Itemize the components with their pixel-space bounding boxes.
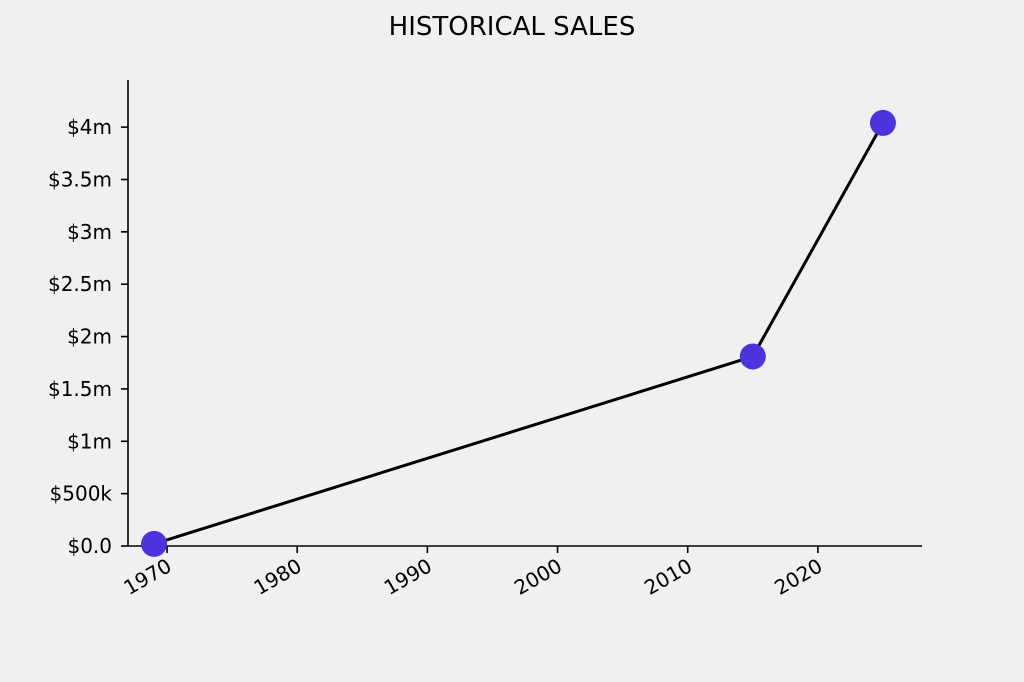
x-tick-label: 1970 — [119, 554, 175, 600]
x-tick-label: 1990 — [380, 554, 436, 600]
x-axis-ticks: 1970 1980 1990 2000 2010 2020 — [119, 546, 826, 600]
y-tick-label: $3m — [67, 220, 112, 244]
y-tick-label: $1m — [67, 429, 112, 453]
y-tick-label: $0.0 — [67, 534, 112, 558]
data-point — [141, 530, 168, 557]
y-tick-label: $2m — [67, 325, 112, 349]
data-point — [739, 343, 766, 370]
x-tick-label: 2020 — [770, 554, 826, 600]
data-points — [141, 109, 896, 557]
y-tick-label: $4m — [67, 115, 112, 139]
x-tick-label: 2000 — [510, 554, 566, 600]
x-tick-label: 1980 — [250, 554, 306, 600]
y-tick-label: $500k — [50, 482, 113, 506]
x-tick-label: 2010 — [640, 554, 696, 600]
chart-title: HISTORICAL SALES — [389, 12, 636, 42]
data-point — [869, 109, 896, 136]
y-tick-label: $2.5m — [48, 272, 112, 296]
series-line — [153, 122, 885, 546]
y-axis-ticks: $0.0 $500k $1m $1.5m $2m $2.5m $3m $3.5m $4m — [48, 115, 128, 558]
y-tick-label: $1.5m — [48, 377, 112, 401]
y-tick-label: $3.5m — [48, 167, 112, 191]
